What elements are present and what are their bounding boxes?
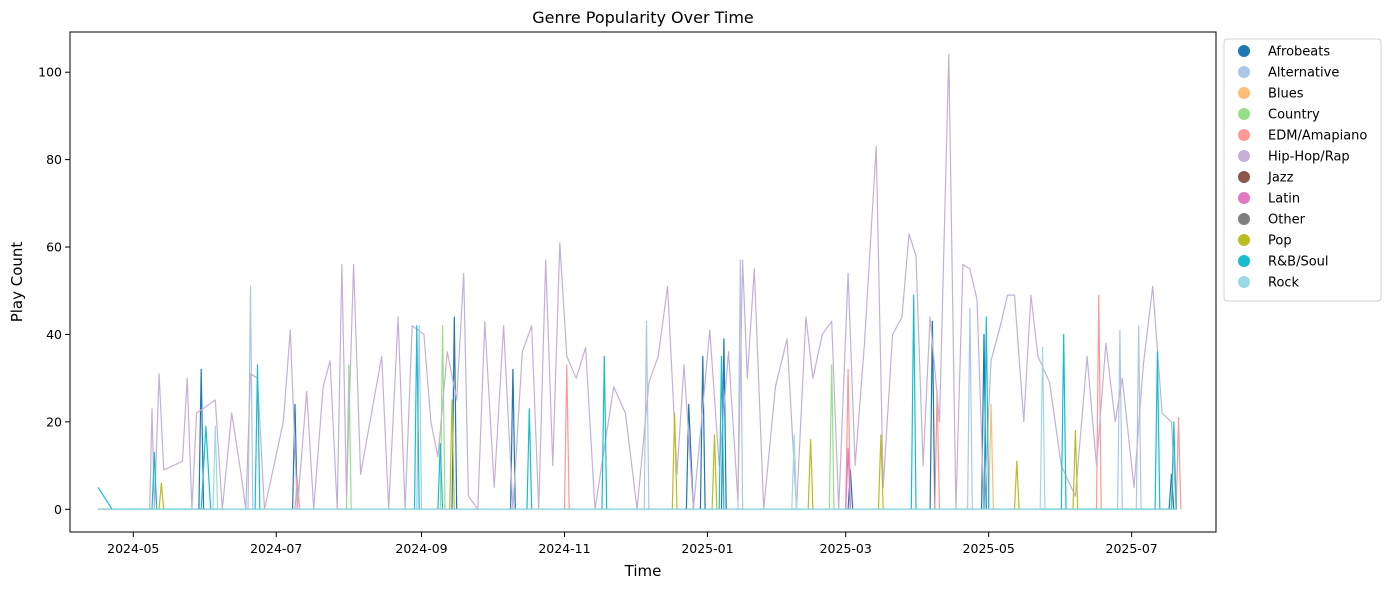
legend-marker bbox=[1238, 171, 1250, 183]
x-tick-label: 2024-11 bbox=[538, 541, 590, 556]
plot-area bbox=[97, 54, 1182, 510]
legend-marker bbox=[1238, 255, 1250, 267]
legend-marker bbox=[1238, 45, 1250, 57]
legend-marker bbox=[1238, 213, 1250, 225]
legend-label: Pop bbox=[1268, 234, 1292, 249]
series-line-alternative bbox=[247, 259, 1142, 510]
legend-marker bbox=[1238, 192, 1250, 204]
series-line-country bbox=[345, 325, 835, 510]
y-axis-title: Play Count bbox=[8, 242, 26, 323]
series-line-r-b-soul bbox=[97, 294, 1177, 510]
legend-label: Hip-Hop/Rap bbox=[1268, 150, 1350, 165]
x-tick-label: 2024-09 bbox=[395, 541, 447, 556]
y-tick-label: 40 bbox=[46, 327, 62, 342]
legend-label: Afrobeats bbox=[1268, 45, 1330, 60]
chart-title: Genre Popularity Over Time bbox=[532, 8, 754, 27]
legend-marker bbox=[1238, 108, 1250, 120]
series-line-rock bbox=[212, 347, 1046, 510]
y-axis: 0 20 40 60 80 100 bbox=[38, 65, 70, 517]
legend-label: Rock bbox=[1268, 276, 1300, 291]
x-tick-label: 2024-05 bbox=[107, 541, 159, 556]
series-line-blues bbox=[988, 403, 994, 510]
y-tick-label: 60 bbox=[46, 240, 62, 255]
legend-marker bbox=[1238, 66, 1250, 78]
legend-label: Other bbox=[1268, 213, 1306, 228]
y-tick-label: 100 bbox=[38, 65, 62, 80]
y-tick-label: 80 bbox=[46, 152, 62, 167]
x-tick-label: 2025-01 bbox=[681, 541, 733, 556]
x-tick-label: 2025-03 bbox=[820, 541, 872, 556]
x-tick-label: 2025-05 bbox=[963, 541, 1015, 556]
legend-marker bbox=[1238, 276, 1250, 288]
plot-frame bbox=[69, 31, 1217, 533]
legend-label: Jazz bbox=[1267, 171, 1294, 186]
legend-marker bbox=[1238, 129, 1250, 141]
legend-marker bbox=[1238, 150, 1250, 162]
x-tick-label: 2024-07 bbox=[250, 541, 302, 556]
legend-marker bbox=[1238, 87, 1250, 99]
x-axis: 2024-05 2024-07 2024-09 2024-11 2025-01 2025-… bbox=[107, 532, 1158, 556]
series-line-latin bbox=[845, 447, 851, 510]
legend: Afrobeats Alternative Blues Country EDM/Amap… bbox=[1223, 38, 1382, 302]
legend-label: Alternative bbox=[1268, 66, 1339, 81]
legend-label: Country bbox=[1268, 108, 1320, 123]
y-tick-label: 20 bbox=[46, 414, 62, 429]
y-tick-label: 0 bbox=[54, 502, 62, 517]
legend-label: EDM/Amapiano bbox=[1268, 129, 1367, 144]
legend-label: Blues bbox=[1268, 87, 1304, 102]
legend-label: R&B/Soul bbox=[1268, 255, 1329, 270]
x-axis-title: Time bbox=[624, 562, 662, 580]
legend-label: Latin bbox=[1268, 192, 1300, 207]
series-line-hip-hop-rap bbox=[149, 54, 1177, 510]
x-tick-label: 2025-07 bbox=[1106, 541, 1158, 556]
legend-frame bbox=[1223, 38, 1382, 302]
legend-marker bbox=[1238, 234, 1250, 246]
